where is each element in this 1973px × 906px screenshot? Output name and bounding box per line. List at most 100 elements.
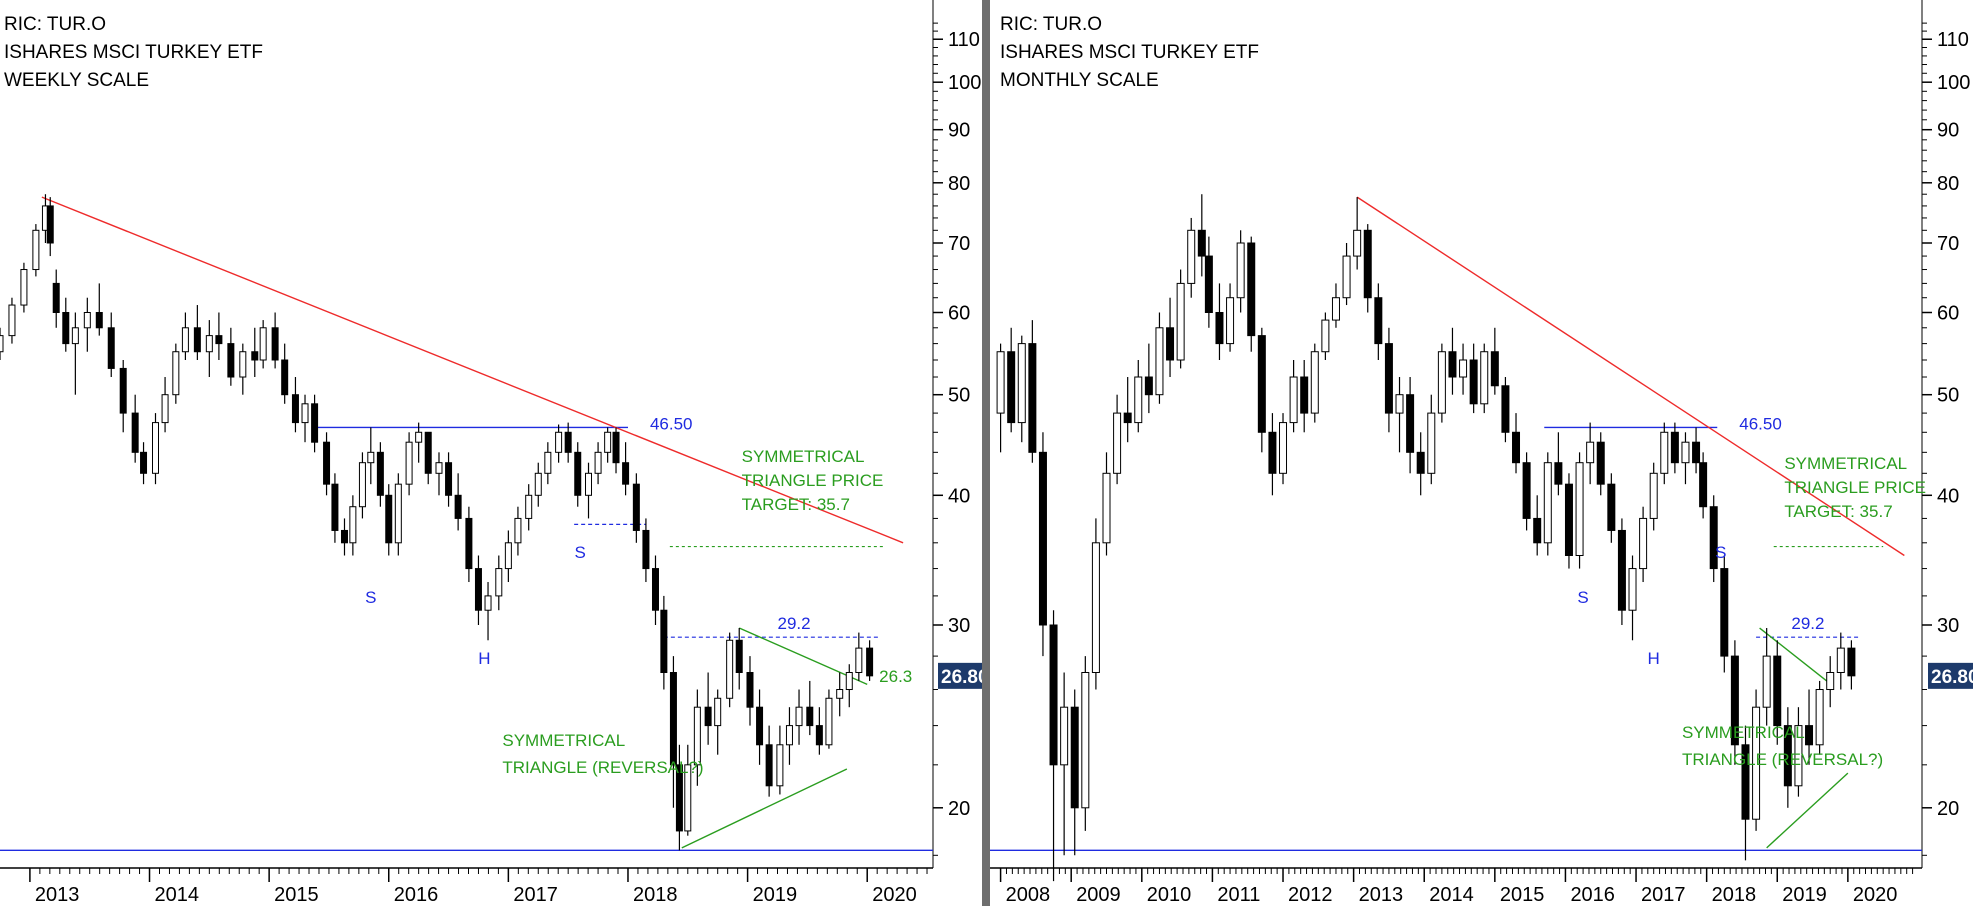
candle-body [1490, 351, 1499, 387]
candle-body [704, 706, 712, 727]
candle-body [632, 483, 640, 531]
candle-body [1416, 451, 1425, 474]
x-tick-label: 2015 [274, 884, 319, 906]
candle-body [1268, 431, 1277, 474]
last-price-label: 26.80 [941, 667, 989, 688]
y-tick-label: 110 [948, 29, 980, 51]
monthly-header-name: ISHARES MSCI TURKEY ETF [1000, 42, 1259, 63]
candle-body [1331, 297, 1340, 321]
candle-body [574, 451, 582, 496]
candle-body [660, 609, 668, 673]
candle-body [1007, 351, 1016, 424]
candle-body [376, 451, 384, 496]
candle-body [795, 706, 803, 727]
y-tick-label: 100 [1937, 72, 1970, 94]
candle-body [1826, 671, 1835, 691]
candle-body [756, 706, 764, 746]
candle-body [301, 403, 309, 424]
candle-body [1730, 655, 1739, 746]
candle-body [564, 431, 572, 453]
candle-body [0, 335, 4, 353]
triangle-label-line: TRIANGLE (REVERSAL?) [502, 758, 703, 777]
candle-body [1395, 394, 1404, 414]
hs-label: S [1577, 588, 1588, 607]
candle-body [1123, 412, 1132, 424]
x-tick-label: 2015 [1500, 884, 1545, 906]
y-tick-label: 60 [948, 302, 970, 324]
candle-body [20, 269, 28, 306]
triangle-lower-line [681, 768, 848, 849]
x-tick-label: 2020 [872, 884, 917, 906]
candle-body [651, 568, 659, 611]
candle-body [1794, 725, 1803, 787]
candle-body [181, 327, 189, 353]
triangle-label-line: TRIANGLE (REVERSAL?) [1682, 750, 1883, 769]
candle-body [445, 462, 453, 496]
last-price-label: 26.80 [1931, 667, 1973, 688]
candle-body [349, 506, 357, 544]
y-tick-label: 70 [1937, 233, 1959, 255]
candle-body [693, 706, 701, 766]
weekly-y-axis: 20 30 40 50 60 70 80 90 100 110 [932, 0, 981, 868]
triangle-upper-value: 26.3 [879, 667, 912, 686]
candle-body [612, 431, 620, 464]
x-tick-label: 2010 [1147, 884, 1192, 906]
y-tick-label: 40 [1937, 485, 1959, 507]
candle-body [1176, 282, 1185, 361]
candle-body [1437, 351, 1446, 414]
candle-body [746, 671, 754, 708]
candle-body [1247, 242, 1256, 337]
candle-body [585, 472, 593, 496]
candle-body [1596, 441, 1605, 485]
candle-body [62, 311, 70, 345]
y-tick-label: 70 [948, 233, 970, 255]
candle-body [1692, 441, 1701, 464]
candle-body [8, 304, 16, 337]
monthly-annotations: 46.50 29.2 S H S SYMMETRICAL TRIANGLE PRICE TAR… [1577, 414, 1973, 769]
y-tick-label: 30 [948, 615, 970, 637]
candle-body [1226, 297, 1235, 345]
monthly-x-axis: 2008 2009 2010 2011 2012 2013 2014 2015 2016 2017… [990, 867, 1922, 906]
hs-label: H [478, 649, 490, 668]
x-tick-label: 2013 [1359, 884, 1404, 906]
candle-body [405, 441, 413, 485]
candle-body [1166, 327, 1175, 361]
candle-body [1363, 229, 1372, 299]
candle-body [1279, 422, 1288, 474]
y-tick-label: 20 [1937, 798, 1959, 820]
x-tick-label: 2016 [394, 884, 439, 906]
target-label-line: TARGET: 35.7 [742, 495, 850, 514]
monthly-header-ric: RIC: TUR.O [1000, 14, 1102, 35]
monthly-candles [996, 194, 1856, 882]
candle-body [1554, 462, 1563, 485]
candle-body [46, 205, 54, 244]
candle-body [866, 647, 874, 677]
monthly-y-axis: 20 30 40 50 60 70 80 90 100 110 [1921, 0, 1970, 868]
candle-body [259, 327, 267, 361]
breakout-label: 29.2 [778, 614, 811, 633]
candle-body [1762, 655, 1771, 708]
candle-body [52, 282, 60, 313]
candle-body [1081, 671, 1090, 809]
candle-body [119, 367, 127, 414]
candle-body [1459, 359, 1468, 378]
candle-body [1783, 725, 1792, 787]
candle-body [367, 451, 375, 464]
target-label-line: TRIANGLE PRICE [742, 471, 884, 490]
candle-body [215, 335, 223, 345]
x-tick-label: 2014 [1429, 884, 1474, 906]
candle-body [1836, 647, 1845, 673]
candle-body [205, 335, 213, 353]
candle-body [474, 568, 482, 611]
candle-body [291, 394, 299, 424]
candle-body [454, 494, 462, 519]
candle-body [684, 764, 692, 832]
candle-body [484, 595, 492, 611]
candle-body [1342, 255, 1351, 299]
x-tick-label: 2013 [35, 884, 80, 906]
neckline-label: 46.50 [650, 414, 693, 433]
candle-body [1533, 517, 1542, 544]
monthly-header-scale: MONTHLY SCALE [1000, 70, 1159, 91]
x-tick-label: 2019 [1782, 884, 1827, 906]
